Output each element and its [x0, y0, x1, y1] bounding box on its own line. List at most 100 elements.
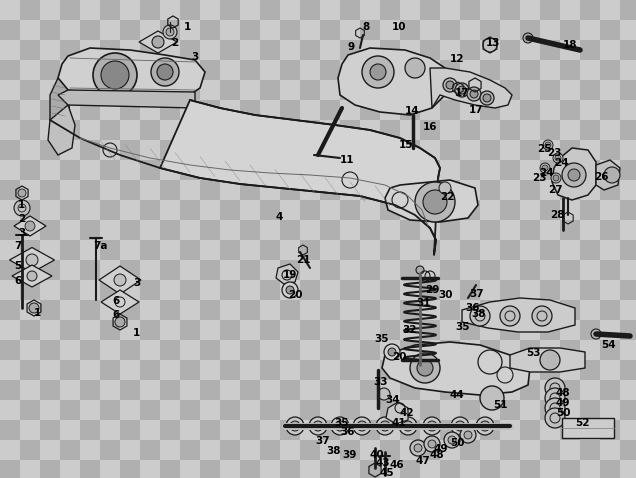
Bar: [40, 100, 60, 120]
Bar: [200, 40, 220, 60]
Bar: [580, 80, 600, 100]
Bar: [480, 320, 500, 340]
Bar: [20, 240, 40, 260]
Bar: [500, 20, 520, 40]
Bar: [20, 320, 40, 340]
Bar: [520, 60, 540, 80]
Bar: [160, 200, 180, 220]
Bar: [460, 200, 480, 220]
Bar: [320, 80, 340, 100]
Bar: [600, 180, 620, 200]
Polygon shape: [382, 342, 530, 395]
Bar: [300, 360, 320, 380]
Bar: [180, 200, 200, 220]
Bar: [360, 400, 380, 420]
Bar: [360, 120, 380, 140]
Bar: [480, 240, 500, 260]
Text: 49: 49: [434, 444, 448, 454]
Bar: [500, 160, 520, 180]
Bar: [562, 418, 614, 438]
Bar: [500, 300, 520, 320]
Text: 29: 29: [425, 285, 439, 295]
Bar: [180, 340, 200, 360]
Text: 41: 41: [392, 418, 406, 428]
Bar: [540, 240, 560, 260]
Bar: [460, 80, 480, 100]
Bar: [0, 260, 20, 280]
Bar: [600, 340, 620, 360]
Text: 6: 6: [112, 310, 120, 320]
Bar: [420, 120, 440, 140]
Bar: [560, 80, 580, 100]
Bar: [120, 280, 140, 300]
Bar: [320, 260, 340, 280]
Bar: [380, 340, 400, 360]
Bar: [380, 400, 400, 420]
Bar: [300, 80, 320, 100]
Bar: [560, 20, 580, 40]
Text: 26: 26: [594, 172, 609, 182]
Bar: [520, 160, 540, 180]
Text: 31: 31: [416, 298, 431, 308]
Polygon shape: [552, 148, 596, 200]
Bar: [140, 120, 160, 140]
Bar: [320, 40, 340, 60]
Bar: [180, 100, 200, 120]
Bar: [480, 420, 500, 440]
Bar: [200, 400, 220, 420]
Bar: [100, 20, 120, 40]
Bar: [200, 440, 220, 460]
Bar: [200, 240, 220, 260]
Bar: [420, 220, 440, 240]
Bar: [60, 460, 80, 478]
Circle shape: [480, 421, 490, 431]
Bar: [220, 20, 240, 40]
Bar: [220, 460, 240, 478]
Bar: [600, 280, 620, 300]
Polygon shape: [58, 90, 195, 108]
Bar: [0, 0, 20, 20]
Bar: [440, 120, 460, 140]
Bar: [540, 460, 560, 478]
Circle shape: [152, 36, 164, 48]
Bar: [260, 180, 280, 200]
Bar: [360, 260, 380, 280]
Bar: [340, 340, 360, 360]
Text: 17: 17: [455, 88, 469, 98]
Bar: [80, 400, 100, 420]
Bar: [520, 20, 540, 40]
Text: 4: 4: [275, 212, 282, 222]
Text: 19: 19: [283, 270, 298, 280]
Bar: [60, 120, 80, 140]
Text: 17: 17: [469, 105, 483, 115]
Circle shape: [399, 417, 417, 435]
Text: 30: 30: [438, 290, 452, 300]
Bar: [320, 140, 340, 160]
Bar: [360, 180, 380, 200]
Bar: [260, 40, 280, 60]
Bar: [400, 440, 420, 460]
Circle shape: [309, 417, 327, 435]
Circle shape: [467, 87, 481, 101]
Bar: [100, 0, 120, 20]
Bar: [580, 20, 600, 40]
Bar: [20, 0, 40, 20]
Bar: [620, 340, 636, 360]
Bar: [380, 200, 400, 220]
Circle shape: [532, 306, 552, 326]
Bar: [440, 20, 460, 40]
Bar: [240, 60, 260, 80]
Bar: [180, 300, 200, 320]
Bar: [500, 200, 520, 220]
Bar: [540, 40, 560, 60]
Bar: [420, 320, 440, 340]
Bar: [380, 140, 400, 160]
Bar: [360, 140, 380, 160]
Bar: [560, 440, 580, 460]
Circle shape: [423, 417, 441, 435]
Bar: [260, 160, 280, 180]
Bar: [380, 100, 400, 120]
Polygon shape: [462, 298, 575, 332]
Bar: [80, 60, 100, 80]
Text: 9: 9: [347, 42, 354, 52]
